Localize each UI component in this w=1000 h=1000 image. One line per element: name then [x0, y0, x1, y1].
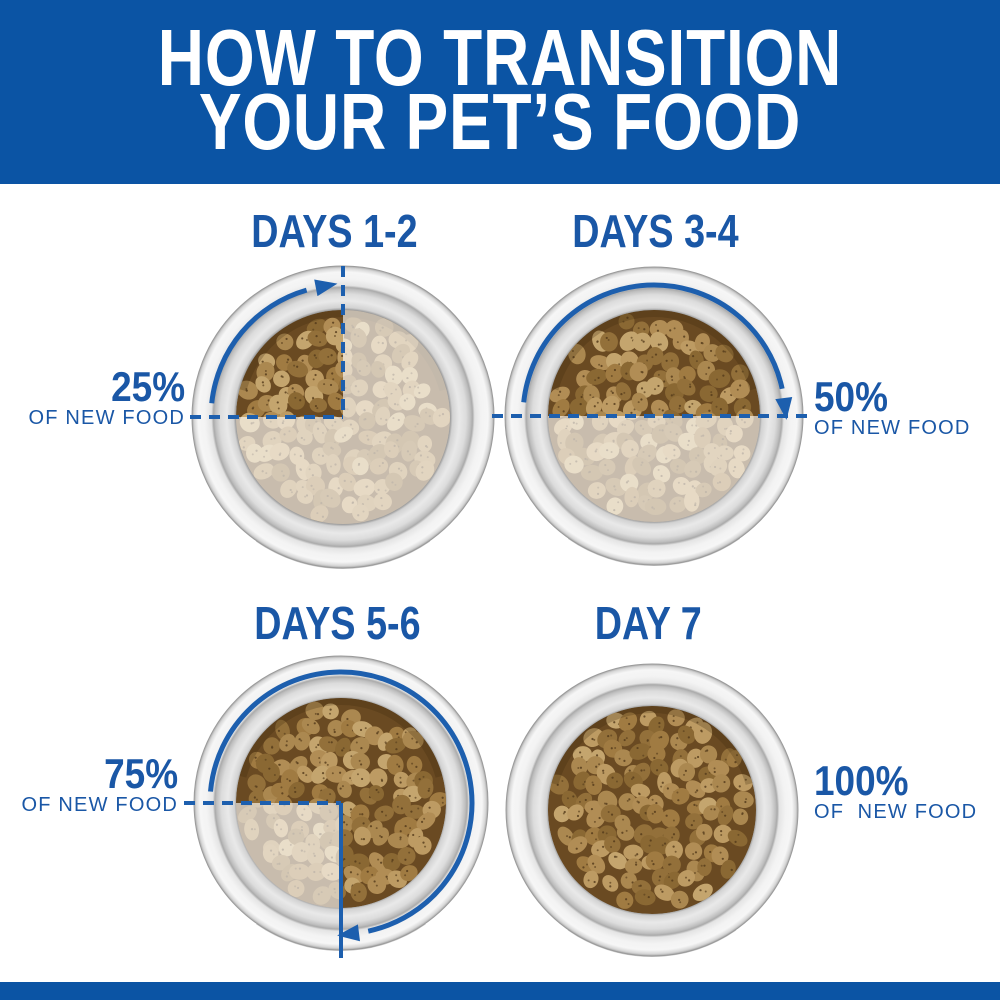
bowl-title-text: DAY 7 — [594, 597, 702, 649]
portion-label-day-7: 100% OF NEW FOOD — [814, 757, 978, 824]
percent-value: 100% — [814, 757, 909, 804]
bowl-title-text: DAYS 5-6 — [253, 597, 421, 649]
old-food-overlay — [236, 310, 450, 524]
header-banner: HOW TO TRANSITION YOUR PET’S FOOD — [0, 0, 1000, 184]
bowl-title-text: DAYS 3-4 — [571, 205, 739, 257]
bowl-days-3-4 — [504, 266, 804, 566]
transition-arrowhead-icon — [775, 397, 793, 420]
bowl-title-day-7: DAY 7 — [478, 600, 818, 646]
percent-caption: OF NEW FOOD — [814, 801, 978, 823]
percent-caption: OF NEW FOOD — [28, 407, 185, 429]
bowl-title-days-1-2: DAYS 1-2 — [164, 208, 504, 254]
header-title-line2: YOUR PET’S FOOD — [198, 77, 802, 166]
food-area — [548, 310, 760, 522]
header-title-line1: HOW TO TRANSITION — [157, 13, 843, 102]
portion-label-days-5-6: 75% OF NEW FOOD — [21, 750, 178, 817]
transition-arc — [521, 282, 785, 403]
transition-arc — [209, 287, 308, 404]
annotation-layer — [184, 266, 808, 958]
percent-value: 75% — [104, 750, 178, 797]
old-food-overlay — [236, 803, 341, 908]
transition-arrowhead-icon — [337, 924, 360, 942]
bowl-title-text: DAYS 1-2 — [250, 205, 418, 257]
percent-caption: OF NEW FOOD — [814, 417, 971, 439]
bowl-title-days-5-6: DAYS 5-6 — [167, 600, 507, 646]
percent-value: 50% — [814, 373, 888, 420]
old-food-overlay — [548, 416, 760, 522]
bowl-days-5-6 — [193, 655, 489, 951]
transition-arc — [208, 669, 475, 934]
percent-caption: OF NEW FOOD — [21, 794, 178, 816]
footer-bar — [0, 982, 1000, 1000]
portion-label-days-1-2: 25% OF NEW FOOD — [28, 363, 185, 430]
food-area — [548, 706, 756, 914]
portion-label-days-3-4: 50% OF NEW FOOD — [814, 373, 971, 440]
transition-arrowhead-icon — [314, 279, 338, 297]
percent-value: 25% — [111, 363, 185, 410]
bowl-day-7 — [505, 663, 799, 957]
bowl-title-days-3-4: DAYS 3-4 — [485, 208, 825, 254]
